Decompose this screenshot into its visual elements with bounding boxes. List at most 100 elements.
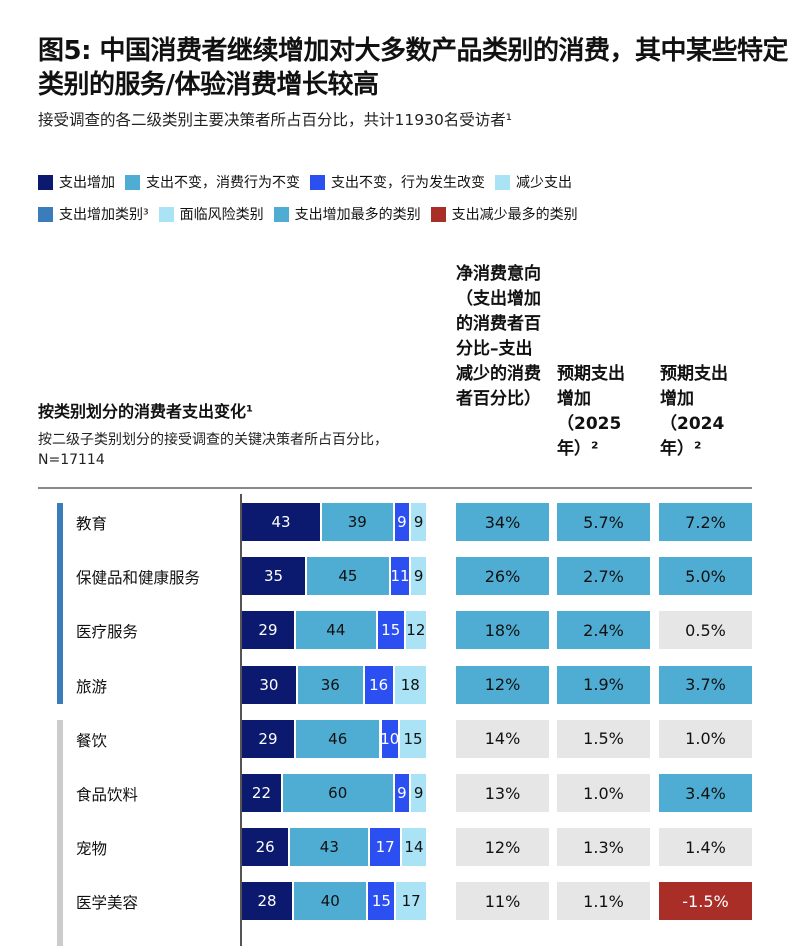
bar-segment: 43 [242, 503, 322, 541]
bar-segment: 22 [242, 774, 283, 812]
legend-label: 支出增加类别³ [59, 207, 149, 223]
bar-segment: 35 [242, 557, 308, 596]
legend-row-2: 支出增加类别³ 面临风险类别 支出增加最多的类别 支出减少最多的类别 [38, 204, 798, 224]
value-cell-exp2025: 5.7% [557, 503, 650, 541]
legend-label: 支出不变，行为发生改变 [331, 175, 485, 191]
legend-item: 支出增加类别³ [38, 204, 149, 224]
bar-segment: 11 [390, 557, 412, 596]
legend-swatch [310, 174, 325, 190]
value-cell-exp2024: 7.2% [659, 503, 752, 541]
value-cell-exp2025: 1.0% [557, 774, 650, 812]
value-cell-net: 11% [456, 882, 549, 921]
value-cell-exp2025: 1.3% [557, 828, 650, 867]
value-cell-exp2024: 1.4% [659, 828, 752, 867]
bar-segment: 28 [242, 882, 295, 921]
bar-segment: 44 [295, 611, 378, 650]
legend-label: 支出增加最多的类别 [294, 207, 421, 223]
left-header-title: 按类别划分的消费者支出变化¹ [38, 402, 254, 421]
bar-segment: 15 [368, 882, 397, 921]
category-group-bar [57, 719, 63, 946]
bar-segment: 46 [295, 719, 382, 758]
legend-item: 支出不变，行为发生改变 [310, 172, 485, 192]
category-label: 教育 [76, 515, 108, 533]
value-cell-net: 18% [456, 611, 549, 650]
value-cell-net: 26% [456, 557, 549, 596]
category-label: 旅游 [76, 677, 108, 696]
bar-segment: 26 [242, 828, 291, 867]
value-cell-net: 12% [456, 665, 549, 704]
bar-segment: 10 [380, 719, 401, 758]
legend-label: 面临风险类别 [179, 207, 264, 223]
value-cell-exp2024: -1.5% [659, 882, 752, 921]
left-header-subtitle: 按二级子类别划分的接受调查的关键决策者所占百分比，N=17114 [38, 432, 388, 468]
value-cell-exp2024: 3.4% [659, 774, 752, 812]
category-label: 宠物 [76, 840, 108, 859]
col-header-2025: 预期支出增加（2025年）² [557, 364, 625, 459]
bar-axis [240, 494, 242, 946]
value-cell-exp2024: 3.7% [659, 665, 752, 704]
bar-segment: 60 [282, 774, 395, 812]
category-label: 医学美容 [76, 894, 139, 913]
col-header-2024: 预期支出增加（2024年）² [660, 364, 728, 459]
category-label: 食品饮料 [76, 786, 139, 804]
legend-item: 面临风险类别 [158, 204, 264, 224]
value-cell-net: 14% [456, 719, 549, 758]
legend-row-1: 支出增加 支出不变，消费行为不变 支出不变，行为发生改变 减少支出 [38, 172, 798, 192]
bar-segment: 40 [294, 882, 369, 921]
legend-item: 支出不变，消费行为不变 [125, 172, 300, 192]
value-cell-exp2024: 1.0% [659, 719, 752, 758]
value-cell-exp2025: 2.7% [557, 557, 650, 596]
bar-segment: 39 [321, 503, 395, 541]
value-cell-net: 34% [456, 503, 549, 541]
bar-segment: 18 [394, 665, 428, 704]
bar-segment: 17 [370, 828, 402, 867]
bar-segment: 12 [405, 611, 428, 650]
bar-segment: 29 [242, 611, 296, 650]
legend-swatch [125, 174, 140, 190]
bar-segment: 14 [401, 828, 428, 867]
category-label: 医疗服务 [76, 623, 139, 642]
value-cell-exp2024: 5.0% [659, 557, 752, 596]
category-label: 餐饮 [76, 731, 108, 750]
value-cell-exp2025: 1.5% [557, 719, 650, 758]
category-group-bar [57, 503, 63, 704]
legend-swatch [495, 174, 510, 190]
bar-segment: 17 [396, 882, 428, 921]
legend-item: 支出增加最多的类别 [273, 204, 421, 224]
legend-swatch [273, 206, 289, 222]
chart-title: 图5: 中国消费者继续增加对大多数产品类别的消费，其中某些特定类别的服务/体验消… [38, 36, 789, 100]
legend-label: 支出不变，消费行为不变 [146, 175, 300, 191]
bar-segment: 15 [377, 611, 406, 650]
legend-swatch [38, 174, 53, 190]
legend-swatch [38, 206, 53, 222]
legend-item: 支出增加 [38, 172, 115, 192]
header-divider [38, 487, 752, 489]
bar-segment: 45 [307, 557, 391, 596]
bar-segment: 9 [411, 774, 428, 812]
legend-item: 减少支出 [495, 172, 572, 192]
value-cell-exp2024: 0.5% [659, 611, 752, 650]
bar-segment: 9 [394, 503, 412, 541]
legend-label: 减少支出 [516, 175, 572, 191]
chart-subtitle: 接受调查的各二级类别主要决策者所占百分比，共计11930名受访者¹ [38, 111, 513, 129]
bar-segment: 29 [242, 719, 296, 758]
legend-label: 支出减少最多的类别 [451, 207, 578, 223]
value-cell-net: 12% [456, 828, 549, 867]
value-cell-net: 13% [456, 774, 549, 812]
legend-swatch [158, 206, 174, 222]
value-cell-exp2025: 1.1% [557, 882, 650, 921]
bar-segment: 36 [297, 665, 365, 704]
value-cell-exp2025: 2.4% [557, 611, 650, 650]
legend-label: 支出增加 [59, 175, 115, 191]
bar-segment: 9 [411, 557, 428, 596]
legend-item: 支出减少最多的类别 [430, 204, 578, 224]
category-label: 保健品和健康服务 [76, 569, 201, 588]
legend-swatch [430, 206, 446, 222]
bar-segment: 43 [290, 828, 371, 867]
bar-segment: 16 [364, 665, 395, 704]
bar-segment: 15 [400, 719, 428, 758]
bar-segment: 30 [242, 665, 298, 704]
value-cell-exp2025: 1.9% [557, 665, 650, 704]
col-header-net: 净消费意向（支出增加的消费者百分比–支出减少的消费者百分比） [456, 264, 541, 409]
